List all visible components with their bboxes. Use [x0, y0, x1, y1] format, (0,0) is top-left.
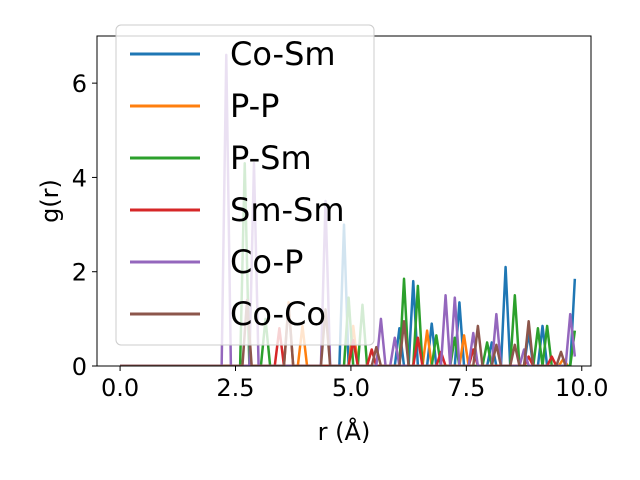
legend-label-4: Co-P	[230, 243, 303, 281]
series-line-3	[120, 327, 558, 366]
y-tick-label-1: 2	[72, 259, 87, 287]
x-tick-label-1: 2.5	[216, 374, 254, 402]
legend-label-0: Co-Sm	[230, 35, 336, 73]
y-axis: 0 2 4 6	[72, 70, 97, 381]
y-tick-label-3: 6	[72, 70, 87, 98]
legend-label-5: Co-Co	[230, 295, 326, 333]
legend-label-1: P-P	[230, 87, 279, 125]
x-tick-label-3: 7.5	[447, 374, 485, 402]
x-tick-label-2: 5.0	[332, 374, 370, 402]
x-axis: 0.0 2.5 5.0 7.5 10.0	[101, 366, 608, 402]
x-axis-label: r (Å)	[318, 417, 371, 446]
x-tick-label-0: 0.0	[101, 374, 139, 402]
x-tick-label-4: 10.0	[555, 374, 608, 402]
legend: Co-Sm P-P P-Sm Sm-Sm Co-P Co-Co	[115, 24, 375, 346]
series-line-0	[120, 223, 577, 366]
legend-label-2: P-Sm	[230, 139, 312, 177]
y-tick-label-2: 4	[72, 164, 87, 192]
y-tick-label-0: 0	[72, 353, 87, 381]
legend-label-3: Sm-Sm	[230, 191, 345, 229]
y-axis-label: g(r)	[36, 179, 64, 223]
